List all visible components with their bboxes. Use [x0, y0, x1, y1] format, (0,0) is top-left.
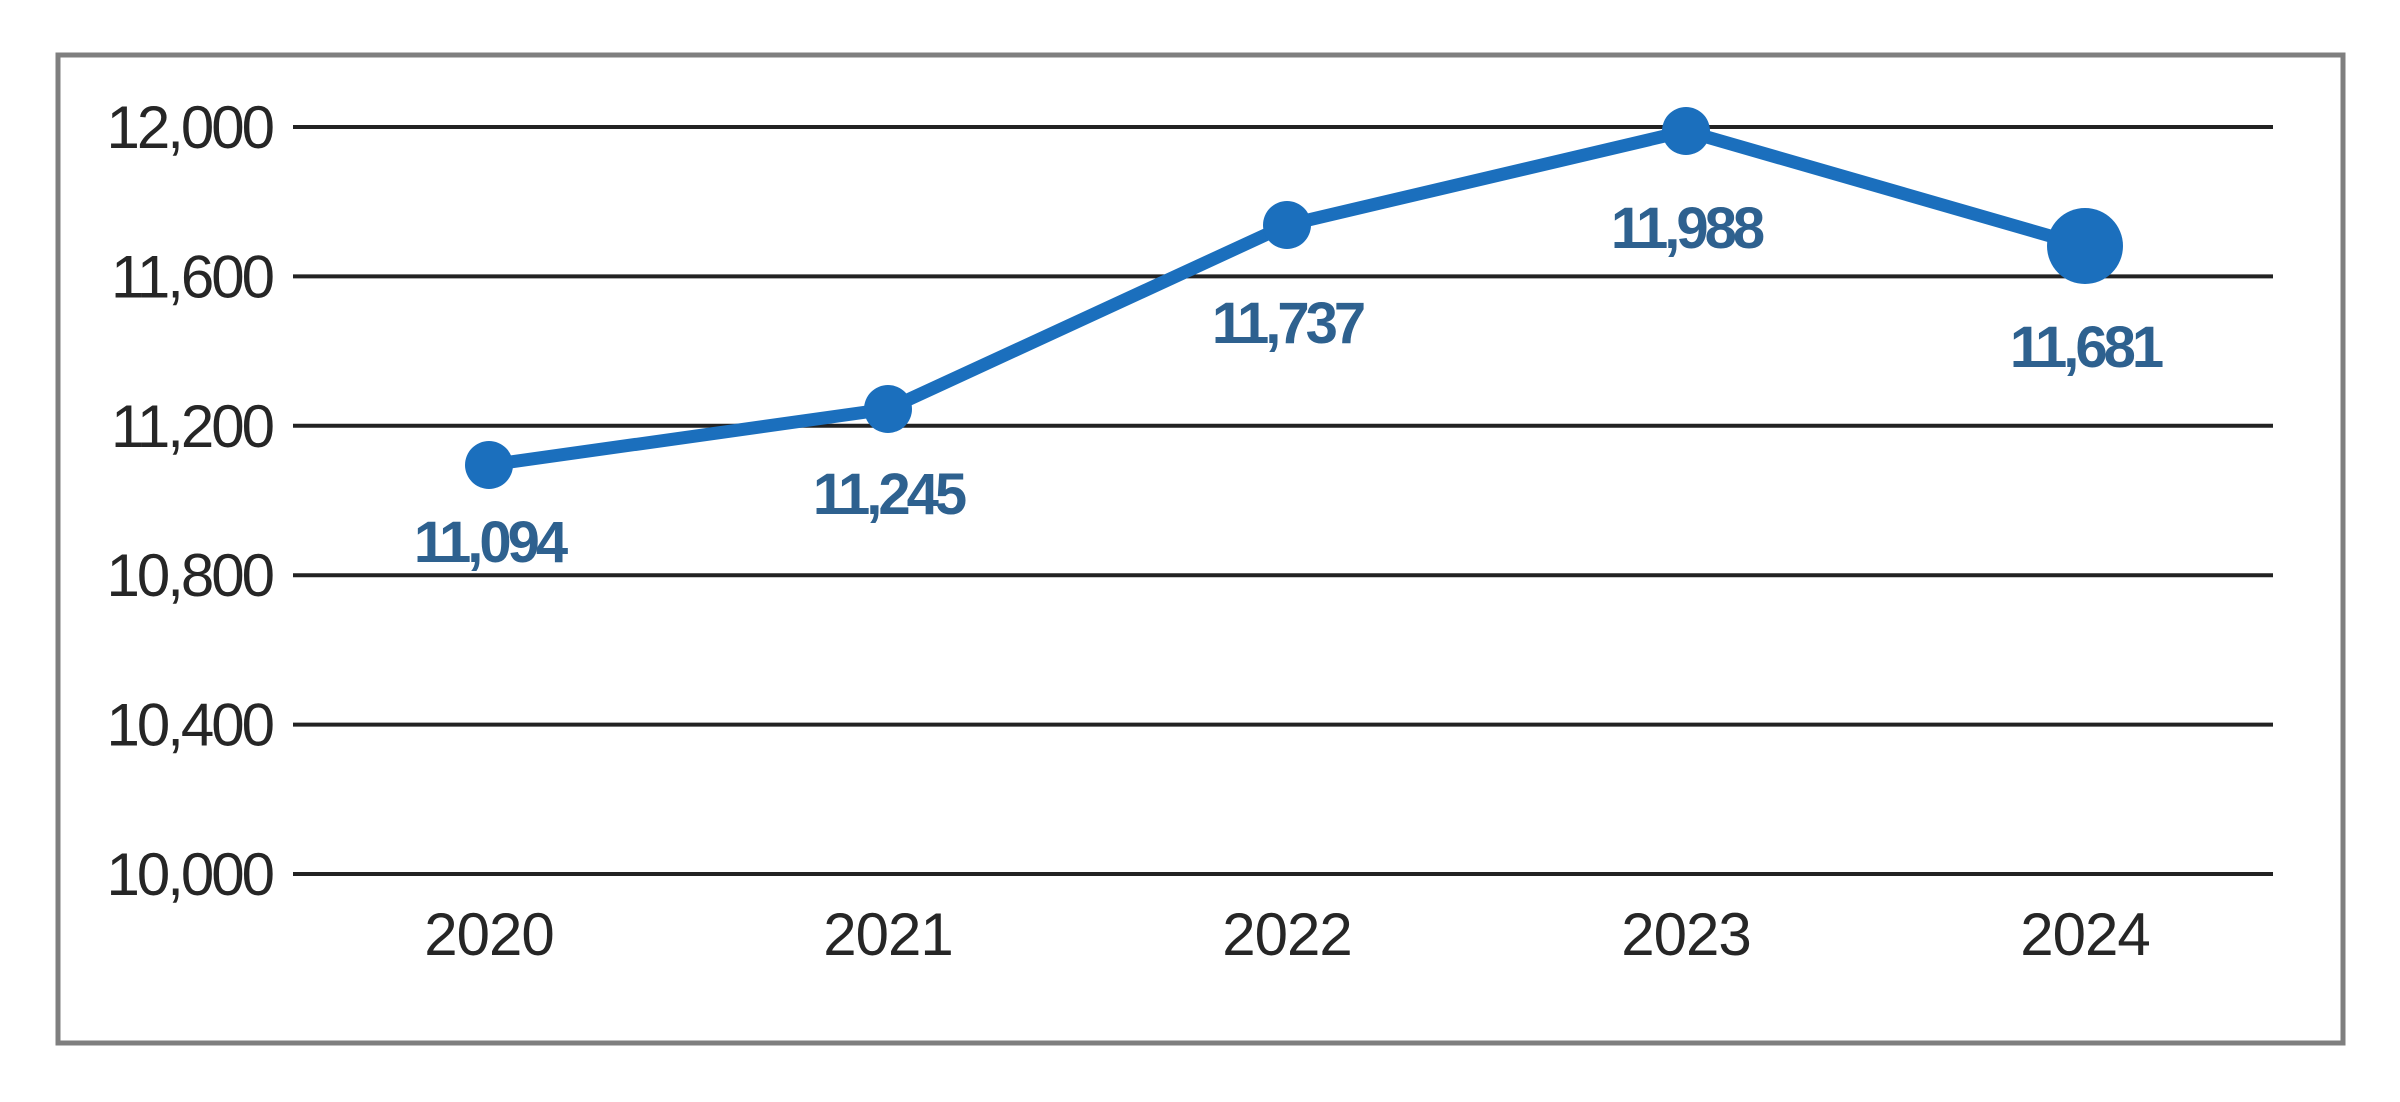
y-tick-label: 10,400	[106, 692, 273, 759]
y-tick-label: 11,600	[111, 243, 274, 310]
data-point-marker	[1662, 107, 1710, 155]
y-tick-label: 10,800	[106, 542, 273, 609]
data-point-marker	[1263, 201, 1311, 249]
y-tick-label: 11,200	[111, 393, 274, 460]
y-tick-label: 10,000	[106, 841, 273, 908]
plot-border	[55, 52, 2346, 1046]
x-tick-label: 2022	[1222, 901, 1351, 968]
y-tick-label: 12,000	[106, 94, 273, 161]
data-point-marker	[465, 441, 513, 489]
data-point-label: 11,245	[813, 462, 966, 527]
data-point-marker	[2047, 208, 2123, 284]
x-tick-label: 2020	[424, 901, 553, 968]
data-point-label: 11,681	[2010, 315, 2163, 380]
data-point-label: 11,988	[1611, 196, 1764, 261]
data-point-marker	[864, 385, 912, 433]
data-point-label: 11,737	[1212, 291, 1364, 356]
x-tick-label: 2021	[823, 901, 952, 968]
x-tick-label: 2024	[2020, 901, 2149, 968]
x-tick-label: 2023	[1621, 901, 1750, 968]
data-point-label: 11,094	[414, 510, 568, 575]
